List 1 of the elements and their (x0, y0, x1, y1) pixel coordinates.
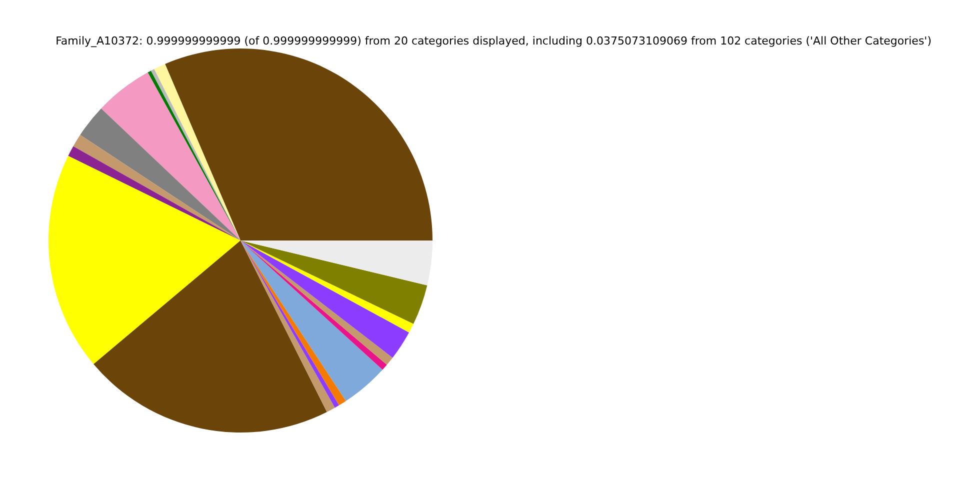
text: Family_A10372: 0.999999999999 (of 0.999999999999) from 20 categories displayed, including 0.0375073109069 from 102 categories ('All Other Categories') (56, 34, 932, 48)
